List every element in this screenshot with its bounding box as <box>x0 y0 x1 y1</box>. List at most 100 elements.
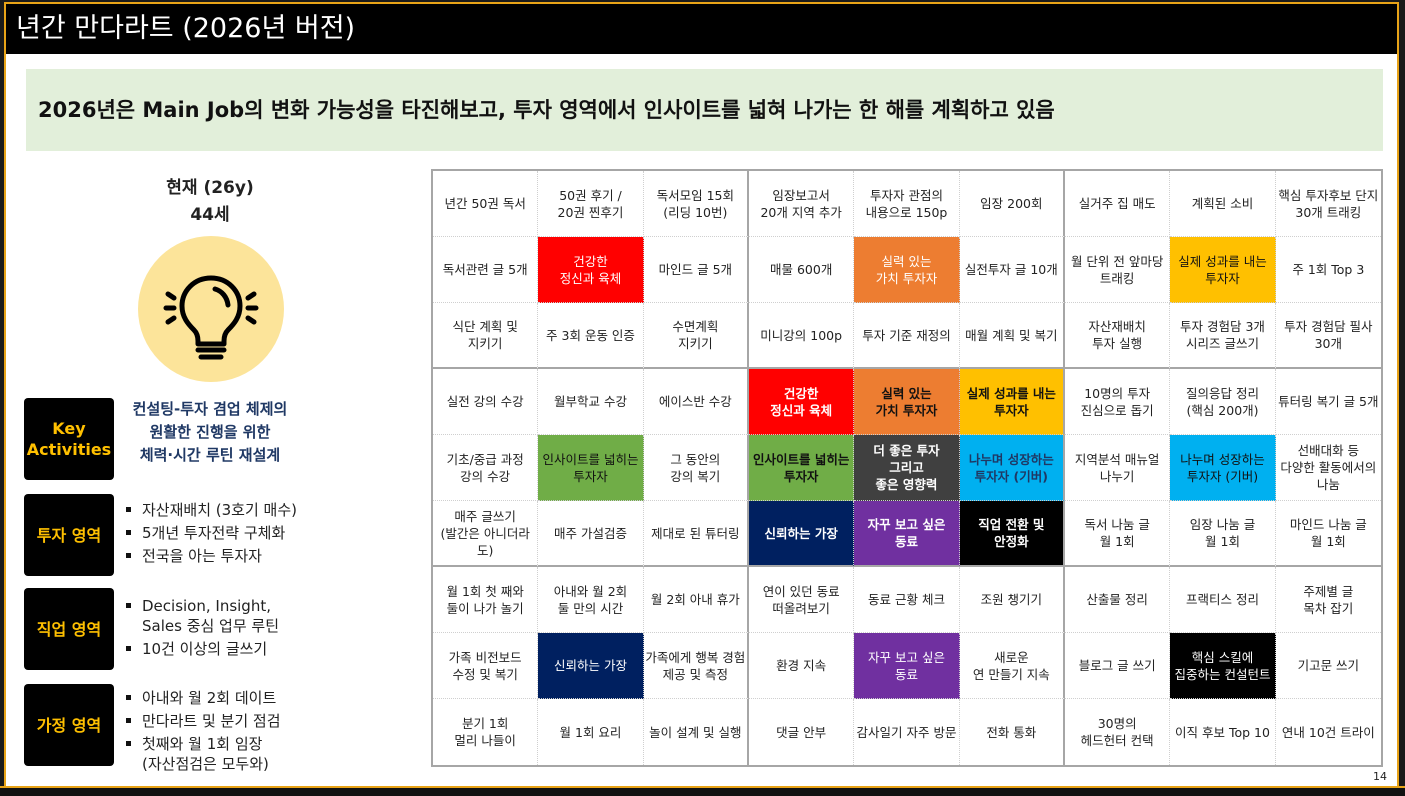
mandala-cell: 질의응답 정리 (핵심 200개) <box>1170 369 1276 435</box>
mandala-core-goal: 자꾸 보고 싶은 동료 <box>854 501 960 567</box>
area-label-family: 가정 영역 <box>24 684 114 766</box>
mandala-cell: 미니강의 100p <box>749 303 855 369</box>
mandala-cell: 분기 1회 멀리 나들이 <box>433 699 539 765</box>
investment-list: 자산재배치 (3호기 매수) 5개년 투자전략 구체화 전국을 아는 투자자 <box>120 500 297 569</box>
mandala-core-goal: 실력 있는 가치 투자자 <box>854 369 960 435</box>
mandala-cell: 연내 10건 트라이 <box>1281 724 1375 740</box>
mandala-cell: 튜터링 복기 글 5개 <box>1275 369 1381 435</box>
mandala-cell: 에이스반 수강 <box>643 369 749 435</box>
list-item: 아내와 월 2회 데이트 <box>120 688 281 708</box>
mandala-cell: 프랙티스 정리 <box>1170 567 1276 633</box>
mandala-cell: 월 1회 요리 <box>538 699 644 765</box>
list-item: 첫째와 월 1회 임장 (자산점검은 모두와) <box>120 734 281 774</box>
mandala-cell: 실거주 집 매도 <box>1065 171 1171 237</box>
mandala-cell: 가족 비전보드 수정 및 복기 <box>433 633 539 699</box>
mandala-core-goal: 건강한 정신과 육체 <box>749 369 855 435</box>
summary-banner: 2026년은 Main Job의 변화 가능성을 타진해보고, 투자 영역에서 … <box>26 69 1383 151</box>
mandala-cell: 독서 나눔 글 월 1회 <box>1065 501 1171 567</box>
list-item: 10건 이상의 글쓰기 <box>120 639 279 659</box>
footer-bar <box>0 786 1405 796</box>
mandala-cell: 산출물 정리 <box>1065 567 1171 633</box>
mandala-cell: 주 3회 운동 인증 <box>538 303 644 369</box>
mandala-core-goal: 더 좋은 투자 그리고 좋은 영향력 <box>854 435 960 501</box>
mandala-cell: 연이 있던 동료 떠올려보기 <box>749 567 855 633</box>
mandala-cell: 투자자 관점의 내용으로 150p <box>854 171 960 237</box>
slide: 년간 만다라트 (2026년 버전) 2026년은 Main Job의 변화 가… <box>4 2 1399 786</box>
page-number: 14 <box>1373 770 1387 783</box>
mandala-cell: 기초/중급 과정 강의 수강 <box>433 435 539 501</box>
key-activities-label: Key Activities <box>24 398 114 480</box>
job-list: Decision, Insight, Sales 중심 업무 루틴 10건 이상… <box>120 596 279 662</box>
mandala-cell: 자산재배치 투자 실행 <box>1065 303 1171 369</box>
mandala-cell: 투자 기준 재정의 <box>854 303 960 369</box>
mandala-sub-goal: 실력 있는 가치 투자자 <box>854 237 960 303</box>
mandala-core-goal: 나누며 성장하는 투자자 (기버) <box>959 435 1065 501</box>
mandala-cell: 독서모임 15회 (리딩 10번) <box>643 171 749 237</box>
mandala-core-goal: 실제 성과를 내는 투자자 <box>959 369 1065 435</box>
mandala-sub-goal: 자꾸 보고 싶은 동료 <box>854 633 960 699</box>
mandala-sub-goal: 핵심 스킬에 집중하는 컨설턴트 <box>1170 633 1276 699</box>
mandala-sub-goal: 실제 성과를 내는 투자자 <box>1170 237 1276 303</box>
current-age: 현재 (26y) 44세 <box>166 178 254 225</box>
mandala-cell: 마인드 나눔 글 월 1회 <box>1275 501 1381 567</box>
mandala-sub-goal: 나누며 성장하는 투자자 (기버) <box>1170 435 1276 501</box>
mandala-cell: 가족에게 행복 경험 제공 및 측정 <box>643 633 749 699</box>
mandala-cell: 마인드 글 5개 <box>643 237 749 303</box>
mandala-cell: 30명의 헤드헌터 컨택 <box>1065 699 1171 765</box>
key-activities-text: 컨설팅-투자 겸업 체제의 원활한 진행을 위한 체력·시간 루틴 재설계 <box>132 400 288 464</box>
mandala-sub-goal: 인사이트를 넓히는 투자자 <box>538 435 644 501</box>
mandala-sub-goal: 신뢰하는 가장 <box>538 633 644 699</box>
mandala-cell: 계획된 소비 <box>1170 171 1276 237</box>
mandala-cell: 실전 강의 수강 <box>433 369 539 435</box>
mandala-cell: 10명의 투자 진심으로 돕기 <box>1065 369 1171 435</box>
mandala-cell: 임장 나눔 글 월 1회 <box>1170 501 1276 567</box>
mandala-cell: 동료 근황 체크 <box>854 567 960 633</box>
mandala-cell: 월 2회 아내 휴가 <box>643 567 749 633</box>
area-label-job: 직업 영역 <box>24 588 114 670</box>
mandala-cell: 50권 후기 / 20권 찐후기 <box>538 171 644 237</box>
list-item: Decision, Insight, Sales 중심 업무 루틴 <box>120 596 279 636</box>
family-list: 아내와 월 2회 데이트 만다라트 및 분기 점검 첫째와 월 1회 임장 (자… <box>120 688 281 777</box>
mandala-cell: 임장 200회 <box>959 171 1065 237</box>
slide-title: 년간 만다라트 (2026년 버전) <box>6 4 1397 54</box>
mandala-cell: 이직 후보 Top 10 <box>1170 699 1276 765</box>
mandala-cell: 식단 계획 및 지키기 <box>433 303 539 369</box>
mandala-cell: 독서관련 글 5개 <box>433 237 539 303</box>
mandala-cell: 아내와 월 2회 둘 만의 시간 <box>538 567 644 633</box>
list-item: 5개년 투자전략 구체화 <box>120 523 297 543</box>
list-item: 전국을 아는 투자자 <box>120 546 297 566</box>
area-label-investment: 투자 영역 <box>24 494 114 576</box>
mandalart-grid: 년간 50권 독서 50권 후기 / 20권 찐후기 독서모임 15회 (리딩 10… <box>431 169 1383 767</box>
mandala-cell: 지역분석 매뉴얼 나누기 <box>1065 435 1171 501</box>
mandala-cell: 매주 글쓰기 (발간은 아니더라도) <box>433 501 539 567</box>
mandala-cell: 월 1회 첫 째와 둘이 나가 놀기 <box>433 567 539 633</box>
mandala-cell: 매물 600개 <box>749 237 855 303</box>
mandala-cell: 전화 통화 <box>960 699 1065 765</box>
lightbulb-icon <box>138 236 284 382</box>
mandala-core-goal: 인사이트를 넓히는 투자자 <box>749 435 855 501</box>
mandala-cell: 새로운 연 만들기 지속 <box>959 633 1065 699</box>
mandala-cell: 매주 가설검증 <box>538 501 644 567</box>
mandala-cell: 그 동안의 강의 복기 <box>643 435 749 501</box>
mandala-cell: 임장보고서 20개 지역 추가 <box>749 171 855 237</box>
mandala-cell: 기고문 쓰기 <box>1275 633 1381 699</box>
mandala-cell: 놀이 설계 및 실행 <box>644 699 749 765</box>
list-item: 자산재배치 (3호기 매수) <box>120 500 297 520</box>
mandala-cell: 감사일기 자주 방문 <box>854 699 960 765</box>
mandala-cell: 매월 계획 및 복기 <box>959 303 1065 369</box>
mandala-cell: 선배대화 등 다양한 활동에서의 나눔 <box>1275 435 1381 501</box>
mandala-cell: 실전투자 글 10개 <box>959 237 1065 303</box>
mandala-cell: 투자 경험담 3개 시리즈 글쓰기 <box>1170 303 1276 369</box>
mandala-cell: 월부학교 수강 <box>538 369 644 435</box>
list-item: 만다라트 및 분기 점검 <box>120 711 281 731</box>
mandala-cell: 주 1회 Top 3 <box>1275 237 1381 303</box>
mandala-core-goal: 직업 전환 및 안정화 <box>959 501 1065 567</box>
mandala-cell: 댓글 안부 <box>749 699 855 765</box>
mandala-cell: 년간 50권 독서 <box>433 171 539 237</box>
mandala-sub-goal: 건강한 정신과 육체 <box>538 237 644 303</box>
mandala-core-goal: 신뢰하는 가장 <box>749 501 855 567</box>
mandala-cell: 환경 지속 <box>749 633 855 699</box>
mandala-cell: 조원 챙기기 <box>959 567 1065 633</box>
mandala-cell: 수면계획 지키기 <box>643 303 749 369</box>
mandala-cell: 제대로 된 튜터링 <box>643 501 749 567</box>
